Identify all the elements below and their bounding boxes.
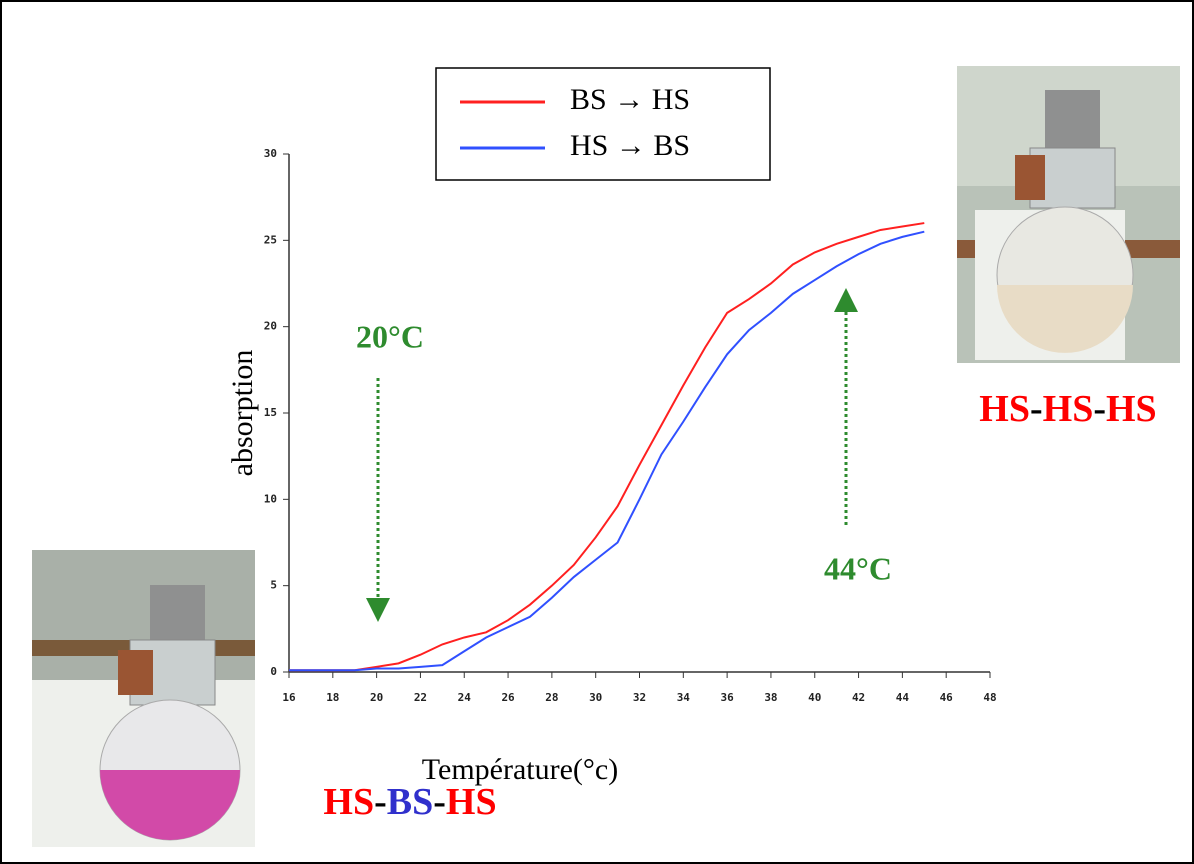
x-tick-label: 24 (458, 691, 472, 704)
y-tick-label: 0 (270, 665, 277, 678)
photo-left (32, 550, 255, 847)
x-tick-label: 48 (983, 691, 996, 704)
state-part: - (1030, 388, 1043, 430)
x-tick-label: 30 (589, 691, 602, 704)
state-label: HS-BS-HS (323, 781, 496, 823)
x-tick-label: 28 (545, 691, 558, 704)
x-tick-label: 32 (633, 691, 646, 704)
x-tick-label: 36 (721, 691, 735, 704)
state-part: - (433, 781, 446, 823)
state-part: HS (1106, 388, 1157, 430)
y-tick-label: 30 (264, 147, 277, 160)
x-tick-label: 16 (282, 691, 296, 704)
y-tick-label: 10 (264, 492, 277, 505)
x-tick-label: 38 (764, 691, 777, 704)
state-label: HS-HS-HS (979, 388, 1156, 430)
x-tick-label: 42 (852, 691, 865, 704)
state-part: BS (387, 781, 433, 823)
x-tick-label: 26 (501, 691, 515, 704)
legend-label: HS → BS (570, 129, 690, 162)
annotation: 20°C (356, 318, 424, 354)
x-tick-label: 34 (677, 691, 691, 704)
state-part: HS (979, 388, 1030, 430)
y-axis-label: absorption (226, 350, 259, 477)
state-part: HS (446, 781, 497, 823)
state-part: - (374, 781, 387, 823)
x-tick-label: 20 (370, 691, 383, 704)
annotation: 44°C (824, 550, 892, 586)
legend (435, 67, 771, 181)
state-part: HS (323, 781, 374, 823)
x-tick-label: 46 (940, 691, 954, 704)
x-tick-label: 22 (414, 691, 427, 704)
x-tick-label: 18 (326, 691, 339, 704)
x-tick-label: 40 (808, 691, 821, 704)
photo-right (957, 66, 1180, 363)
y-tick-label: 15 (264, 406, 277, 419)
y-tick-label: 20 (264, 320, 277, 333)
y-tick-label: 25 (264, 233, 277, 246)
state-part: - (1093, 388, 1106, 430)
line-series (289, 222, 925, 672)
line-series (289, 230, 925, 672)
state-part: HS (1043, 388, 1094, 430)
y-tick-label: 5 (270, 579, 277, 592)
x-axis-label: Température(°c) (422, 753, 618, 786)
legend-label: BS → HS (570, 83, 690, 116)
x-tick-label: 44 (896, 691, 910, 704)
